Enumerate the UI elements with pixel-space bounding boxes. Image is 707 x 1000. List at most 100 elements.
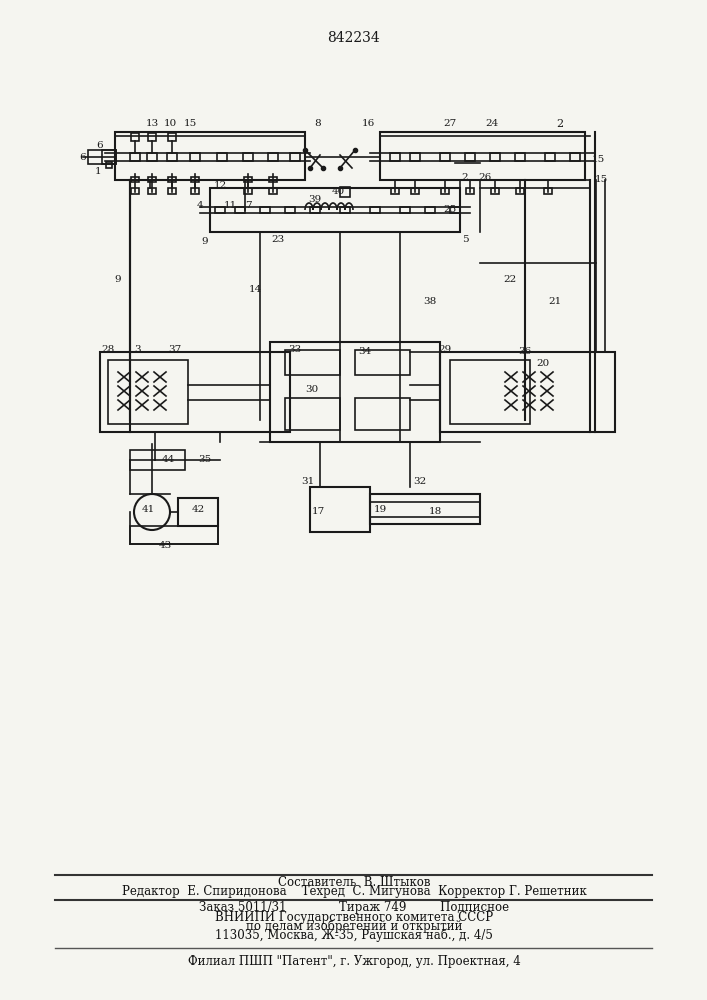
Text: 113035, Москва, Ж-35, Раушская наб., д. 4/5: 113035, Москва, Ж-35, Раушская наб., д. … [215, 928, 493, 942]
Bar [400, 207, 410, 213]
Bar [370, 207, 380, 213]
Bar [465, 153, 475, 161]
Bar [108, 360, 188, 424]
Bar [370, 502, 480, 517]
Bar [269, 177, 277, 182]
Bar [100, 352, 290, 432]
Bar [235, 207, 245, 213]
Text: 1: 1 [95, 167, 101, 176]
Bar [148, 177, 156, 182]
Bar [168, 133, 176, 141]
Bar [131, 133, 139, 141]
Bar [545, 153, 555, 161]
Bar [290, 153, 300, 161]
Text: 33: 33 [288, 346, 302, 355]
Bar [217, 153, 227, 161]
Bar [260, 207, 270, 213]
Text: 26: 26 [479, 174, 491, 182]
Bar [355, 350, 410, 375]
Bar [544, 188, 552, 194]
Text: 20: 20 [537, 360, 549, 368]
Text: Филиал ПШП "Патент", г. Ужгород, ул. Проектная, 4: Филиал ПШП "Патент", г. Ужгород, ул. Про… [187, 956, 520, 968]
Text: 14: 14 [248, 286, 262, 294]
Bar [270, 342, 440, 442]
Text: 36: 36 [518, 348, 532, 357]
Text: 23: 23 [271, 235, 285, 244]
Text: 15: 15 [183, 119, 197, 128]
Text: 21: 21 [549, 298, 561, 306]
Text: 37: 37 [168, 346, 182, 355]
Text: 9: 9 [201, 237, 209, 246]
Bar [167, 153, 177, 161]
Text: 25: 25 [443, 206, 457, 215]
Text: 10: 10 [163, 119, 177, 128]
Bar [215, 207, 225, 213]
Text: 16: 16 [361, 119, 375, 128]
Text: Редактор  Е. Спиридонова    Техред  С. Мигунова  Корректор Г. Решетник: Редактор Е. Спиридонова Техред С. Мигуно… [122, 886, 586, 898]
Bar [285, 350, 340, 375]
Text: 43: 43 [158, 542, 172, 550]
Text: 7: 7 [245, 200, 251, 210]
Text: 42: 42 [192, 506, 204, 514]
Text: 8: 8 [315, 118, 321, 127]
Text: 44: 44 [161, 456, 175, 464]
Bar [130, 450, 185, 470]
Bar [355, 398, 410, 430]
Bar [490, 153, 500, 161]
Text: 13: 13 [146, 119, 158, 128]
Bar [441, 188, 449, 194]
Bar [269, 188, 277, 194]
Text: 6: 6 [97, 140, 103, 149]
Text: 17: 17 [311, 508, 325, 516]
Bar [168, 188, 176, 194]
Bar [191, 177, 199, 182]
Text: 41: 41 [141, 506, 155, 514]
Bar [268, 153, 278, 161]
Bar [131, 177, 139, 182]
Bar [130, 526, 218, 544]
Text: 32: 32 [414, 478, 426, 487]
Text: 22: 22 [503, 275, 517, 284]
Bar [390, 153, 400, 161]
Bar [285, 207, 295, 213]
Text: 9: 9 [115, 275, 122, 284]
Text: 15: 15 [591, 155, 604, 164]
Bar [450, 207, 460, 213]
Text: 27: 27 [443, 119, 457, 128]
Text: 15: 15 [595, 176, 607, 184]
Text: 842234: 842234 [327, 31, 380, 45]
Bar [440, 352, 615, 432]
Text: 18: 18 [428, 508, 442, 516]
Bar [130, 153, 140, 161]
Text: 31: 31 [301, 478, 315, 487]
Text: Заказ 5011/31              Тираж 749         Подписное: Заказ 5011/31 Тираж 749 Подписное [199, 902, 509, 914]
Text: ВНИИПИ Государственного комитета СССР: ВНИИПИ Государственного комитета СССР [215, 910, 493, 924]
Bar [391, 188, 399, 194]
Bar [411, 188, 419, 194]
Bar [148, 188, 156, 194]
Bar [115, 132, 305, 180]
Bar [310, 487, 370, 532]
Bar [570, 153, 580, 161]
Bar [88, 150, 116, 164]
Text: 11: 11 [223, 200, 237, 210]
Bar [244, 177, 252, 182]
Bar [491, 188, 499, 194]
Text: 6: 6 [80, 152, 86, 161]
Bar [466, 188, 474, 194]
Text: 19: 19 [373, 506, 387, 514]
Bar [515, 153, 525, 161]
Text: 30: 30 [305, 385, 319, 394]
Bar [425, 207, 435, 213]
Text: 2: 2 [462, 174, 468, 182]
Text: 34: 34 [358, 348, 372, 357]
Text: 38: 38 [423, 298, 437, 306]
Bar [340, 207, 350, 213]
Text: 40: 40 [332, 188, 344, 196]
Bar [310, 207, 320, 213]
Text: Составитель  В. Штыков: Составитель В. Штыков [278, 876, 431, 888]
Text: 3: 3 [135, 346, 141, 355]
Bar [243, 153, 253, 161]
Bar [106, 162, 112, 168]
Bar [516, 188, 524, 194]
